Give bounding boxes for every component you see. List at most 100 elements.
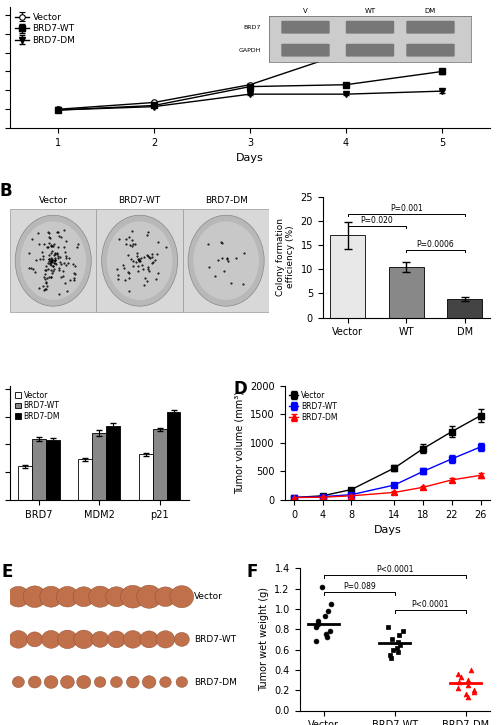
- Point: [312, 636, 320, 647]
- Point: [326, 626, 334, 637]
- Point: [457, 671, 465, 683]
- Text: P<0.0001: P<0.0001: [412, 600, 449, 609]
- Point: [324, 631, 332, 643]
- Ellipse shape: [9, 631, 28, 648]
- Circle shape: [107, 221, 172, 300]
- Text: B: B: [0, 182, 12, 200]
- Text: BRD7-WT: BRD7-WT: [194, 635, 236, 644]
- Point: [396, 639, 404, 651]
- Ellipse shape: [60, 676, 74, 689]
- Circle shape: [102, 215, 178, 306]
- Ellipse shape: [136, 585, 162, 608]
- Ellipse shape: [140, 631, 158, 648]
- Point: [454, 668, 462, 680]
- Ellipse shape: [40, 587, 62, 607]
- Legend: Vector, BRD7-WT, BRD7-DM: Vector, BRD7-WT, BRD7-DM: [14, 390, 61, 421]
- Point: [312, 621, 320, 633]
- Text: Vector: Vector: [194, 592, 224, 601]
- Ellipse shape: [76, 676, 91, 689]
- Point: [386, 649, 394, 660]
- Ellipse shape: [174, 632, 190, 647]
- Point: [322, 610, 330, 622]
- Point: [470, 684, 478, 696]
- Point: [394, 629, 402, 641]
- Point: [390, 644, 398, 655]
- Ellipse shape: [73, 587, 94, 607]
- Point: [464, 679, 472, 691]
- Bar: [166, 412, 180, 500]
- Ellipse shape: [176, 676, 188, 687]
- Ellipse shape: [58, 630, 78, 649]
- Ellipse shape: [155, 587, 176, 607]
- X-axis label: Days: Days: [236, 154, 264, 163]
- Ellipse shape: [170, 586, 194, 608]
- Bar: [389, 267, 424, 318]
- Bar: [106, 426, 120, 500]
- Text: F: F: [246, 563, 258, 581]
- Point: [384, 621, 392, 633]
- Point: [394, 637, 402, 648]
- Ellipse shape: [124, 631, 142, 648]
- Ellipse shape: [12, 676, 24, 687]
- Point: [464, 674, 471, 686]
- Point: [462, 689, 470, 700]
- Bar: [46, 440, 60, 500]
- Ellipse shape: [94, 676, 106, 687]
- Circle shape: [15, 215, 92, 306]
- Point: [386, 652, 394, 663]
- Point: [399, 626, 407, 637]
- Bar: [183, 209, 270, 312]
- Point: [318, 581, 326, 592]
- Point: [464, 692, 472, 703]
- Ellipse shape: [74, 630, 94, 649]
- Ellipse shape: [42, 631, 60, 648]
- Y-axis label: Colony formation
efficiency (%): Colony formation efficiency (%): [276, 218, 295, 296]
- Ellipse shape: [28, 676, 41, 688]
- Text: Vector: Vector: [39, 196, 68, 205]
- Ellipse shape: [23, 586, 46, 608]
- Y-axis label: Tumor volume (mm³): Tumor volume (mm³): [234, 392, 244, 494]
- Point: [470, 687, 478, 698]
- Bar: [10, 209, 97, 312]
- Point: [454, 682, 462, 694]
- Ellipse shape: [8, 587, 30, 607]
- Text: P=0.089: P=0.089: [343, 581, 376, 591]
- Ellipse shape: [160, 676, 172, 687]
- Ellipse shape: [110, 676, 122, 687]
- Ellipse shape: [26, 632, 43, 647]
- Circle shape: [20, 221, 86, 300]
- Circle shape: [194, 221, 259, 300]
- Ellipse shape: [44, 676, 58, 689]
- Ellipse shape: [92, 631, 108, 647]
- Text: P<0.0001: P<0.0001: [376, 566, 414, 574]
- Point: [324, 605, 332, 617]
- Ellipse shape: [106, 587, 127, 607]
- Y-axis label: Tumor wet weight (g): Tumor wet weight (g): [259, 587, 269, 692]
- Text: E: E: [2, 563, 13, 581]
- Point: [467, 664, 475, 676]
- Ellipse shape: [88, 586, 112, 608]
- Point: [388, 634, 396, 645]
- Point: [328, 598, 336, 610]
- Text: BRD7-WT: BRD7-WT: [118, 196, 160, 205]
- Text: P=0.020: P=0.020: [360, 216, 394, 225]
- Bar: [152, 429, 166, 500]
- Point: [314, 618, 322, 630]
- Text: P=0.001: P=0.001: [390, 204, 422, 212]
- Point: [393, 642, 401, 653]
- Ellipse shape: [156, 631, 175, 648]
- Legend: Vector, BRD7-WT, BRD7-DM: Vector, BRD7-WT, BRD7-DM: [14, 12, 76, 46]
- Point: [322, 629, 330, 640]
- Ellipse shape: [126, 676, 139, 688]
- Text: BRD7-DM: BRD7-DM: [194, 678, 238, 687]
- Circle shape: [188, 215, 264, 306]
- Ellipse shape: [120, 585, 145, 608]
- Point: [394, 646, 402, 658]
- Bar: [18, 466, 32, 500]
- Bar: [448, 299, 482, 318]
- Point: [314, 616, 322, 627]
- Bar: [92, 433, 106, 500]
- Text: BRD7-DM: BRD7-DM: [204, 196, 248, 205]
- Text: D: D: [234, 381, 247, 398]
- Bar: [32, 439, 46, 500]
